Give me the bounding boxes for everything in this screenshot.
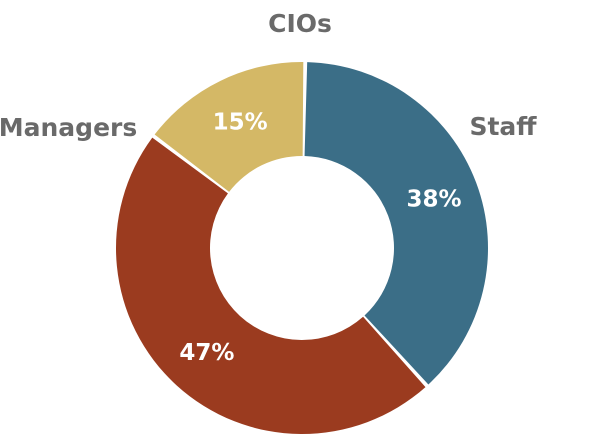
category-label-staff: Staff xyxy=(469,112,537,141)
value-label-managers: 47% xyxy=(179,340,234,366)
category-label-cios: CIOs xyxy=(268,9,332,38)
slice-cios xyxy=(154,62,304,192)
value-label-cios: 15% xyxy=(213,109,268,135)
category-label-managers: Managers xyxy=(0,113,137,142)
slice-staff xyxy=(304,62,488,385)
value-label-staff: 38% xyxy=(406,186,461,212)
slice-managers xyxy=(115,137,426,435)
